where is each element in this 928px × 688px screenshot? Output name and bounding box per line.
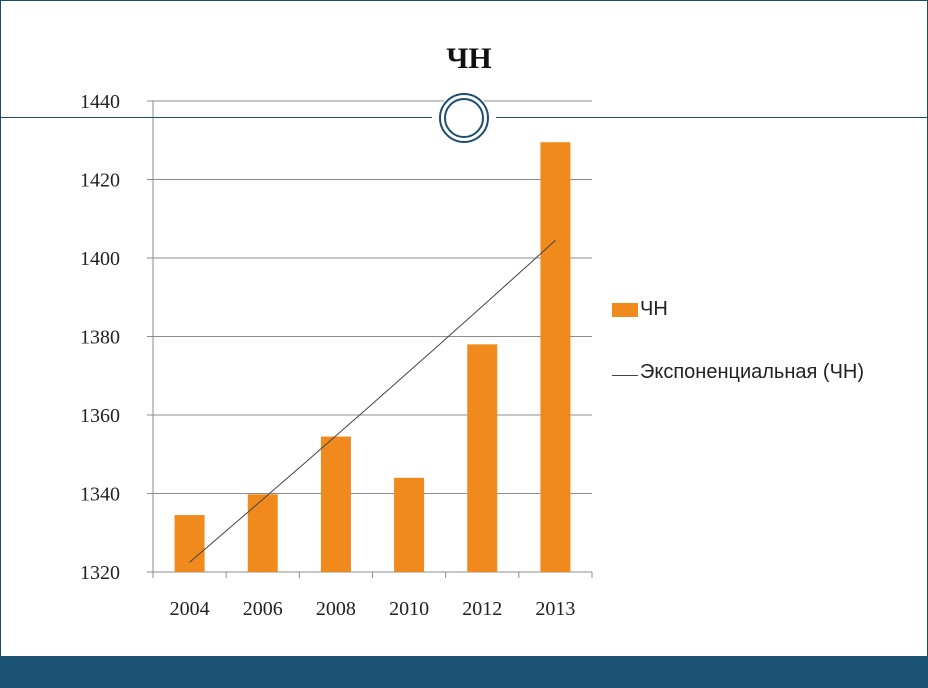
bar (174, 515, 205, 572)
x-tick-label: 2008 (316, 598, 356, 620)
trendline (189, 239, 556, 563)
bar (320, 436, 351, 572)
x-tick-label: 2010 (389, 598, 429, 620)
x-tick-label: 2013 (535, 598, 575, 620)
y-tick-label: 1360 (80, 405, 120, 427)
bar (467, 344, 498, 572)
legend-bar-swatch (612, 302, 638, 317)
y-tick-label: 1340 (80, 484, 120, 506)
chart-title: ЧН (446, 42, 492, 75)
footer-band (0, 656, 928, 688)
y-tick-label: 1320 (80, 562, 120, 584)
bar (394, 477, 425, 572)
x-tick-label: 2006 (243, 598, 283, 620)
legend-item-trendline: Экспоненциальная (ЧН) (612, 361, 872, 387)
x-tick-label: 2012 (462, 598, 502, 620)
legend-label-trendline: Экспоненциальная (ЧН) (640, 361, 865, 383)
legend-item-bars: ЧН (612, 298, 668, 321)
x-tick-label: 2004 (170, 598, 210, 620)
decorative-circle-inner-ring (444, 98, 484, 138)
y-tick-label: 1420 (80, 170, 120, 192)
decorative-circle-icon (438, 92, 490, 144)
y-tick-label: 1400 (80, 248, 120, 270)
y-tick-label: 1380 (80, 327, 120, 349)
decorative-divider-right (496, 117, 928, 118)
legend-label-bars: ЧН (640, 298, 668, 321)
decorative-divider-left (0, 117, 432, 118)
legend-line-swatch (612, 375, 638, 377)
bar (247, 494, 278, 572)
bar (540, 142, 571, 572)
decorative-circle-outer-ring (439, 93, 489, 143)
y-tick-label: 1440 (80, 91, 120, 113)
